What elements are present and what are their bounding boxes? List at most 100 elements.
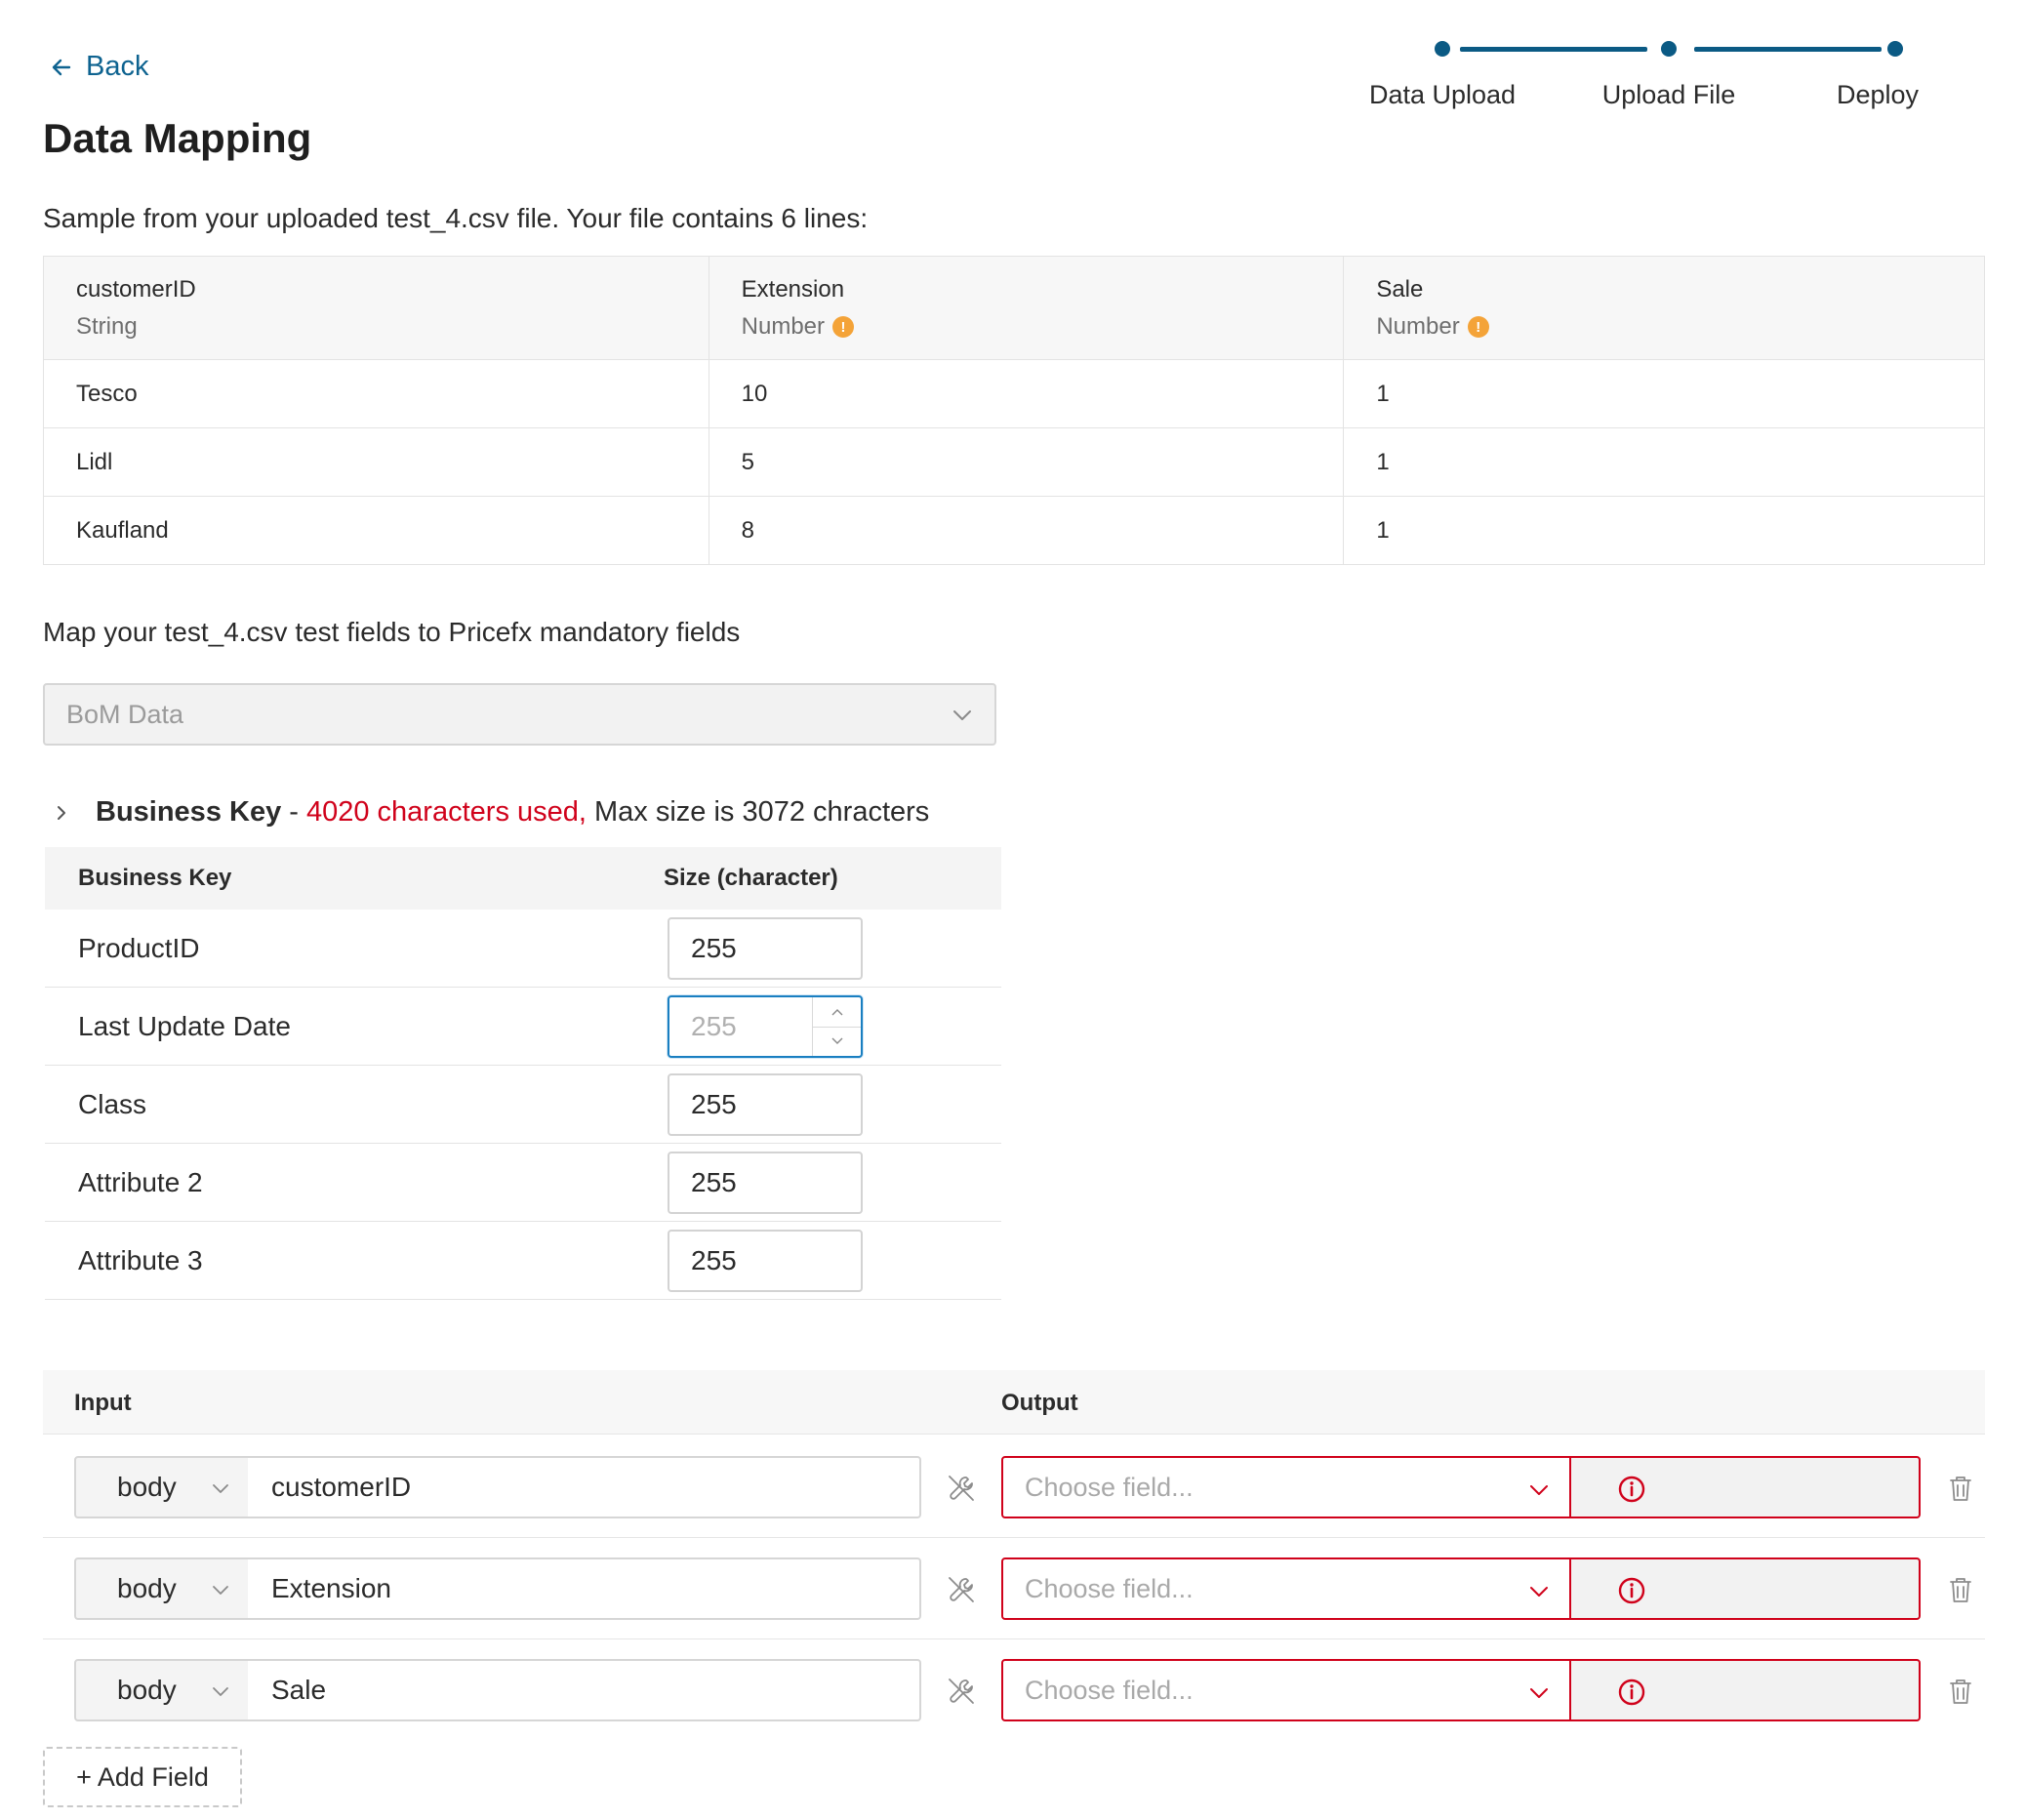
mapping-header-row: Input Output: [43, 1370, 1985, 1435]
size-value: 255: [691, 1166, 737, 1197]
size-input[interactable]: 255: [668, 1072, 863, 1136]
business-key-toggle[interactable]: Business Key - 4020 characters used, Max…: [55, 796, 929, 829]
size-input[interactable]: 255: [668, 1229, 863, 1292]
business-key-header-row: Business Key Size (character): [45, 847, 1001, 910]
column-type: Number!: [742, 313, 1312, 341]
output-placeholder: Choose field...: [1025, 1675, 1194, 1705]
table-cell: 10: [708, 359, 1345, 428]
chevron-right-icon: [58, 805, 65, 820]
step-label-upload-file: Upload File: [1601, 80, 1736, 109]
output-error-field[interactable]: [1569, 1557, 1921, 1620]
output-field-select[interactable]: Choose field...: [1001, 1557, 1571, 1620]
input-field[interactable]: Sale: [248, 1659, 921, 1721]
column-type-label: Number: [1376, 313, 1460, 340]
table-cell: 1: [1343, 427, 1985, 497]
size-input[interactable]: 255: [668, 994, 863, 1058]
step-label-deploy: Deploy: [1836, 80, 1920, 109]
table-cell: Tesco: [43, 359, 709, 428]
table-row: Last Update Date 255: [45, 988, 1001, 1066]
chevron-up-icon: [831, 1008, 842, 1015]
size-input[interactable]: 255: [668, 916, 863, 980]
back-label: Back: [86, 51, 149, 82]
input-field-value: Sale: [271, 1675, 327, 1705]
output-placeholder: Choose field...: [1025, 1573, 1194, 1603]
error-info-icon: [1618, 1678, 1645, 1706]
input-field-value: Extension: [271, 1573, 391, 1603]
business-key-max: Max size is 3072 chracters: [586, 796, 930, 828]
table-row: Kaufland 8 1: [43, 496, 1985, 565]
chevron-down-icon: [1530, 1587, 1548, 1597]
output-error-field[interactable]: [1569, 1456, 1921, 1518]
column-name: Extension: [741, 276, 845, 303]
size-value: 255: [691, 1088, 737, 1119]
business-key-error: 4020 characters used,: [305, 796, 587, 828]
size-placeholder: 255: [691, 1010, 737, 1041]
warning-icon[interactable]: !: [832, 316, 855, 338]
column-name: Sale: [1376, 276, 1424, 303]
table-cell: Kaufland: [43, 496, 709, 565]
trash-icon[interactable]: [1948, 1575, 1973, 1604]
table-row: Attribute 3 255: [45, 1222, 1001, 1300]
wrench-off-icon[interactable]: [947, 1474, 976, 1503]
mapping-description: Map your test_4.csv test fields to Price…: [43, 617, 741, 647]
mapping-row: body Sale Choose field...: [43, 1639, 1985, 1741]
size-input[interactable]: 255: [668, 1151, 863, 1214]
wrench-off-icon[interactable]: [947, 1575, 976, 1604]
step-connector: [1694, 47, 1882, 52]
source-select[interactable]: body: [74, 1557, 250, 1620]
trash-icon[interactable]: [1948, 1677, 1973, 1706]
sample-description: Sample from your uploaded test_4.csv fil…: [43, 203, 869, 233]
table-row: Class 255: [45, 1066, 1001, 1144]
column-name: customerID: [76, 276, 196, 303]
back-link[interactable]: Back: [51, 51, 148, 83]
business-key-table: Business Key Size (character) ProductID …: [45, 847, 1001, 1300]
header-size: Size (character): [664, 865, 838, 891]
step-dot-deploy: [1887, 41, 1903, 57]
table-cell: 1: [1343, 359, 1985, 428]
mapping-row: body customerID Choose field...: [43, 1436, 1985, 1538]
output-field-select[interactable]: Choose field...: [1001, 1659, 1571, 1721]
output-error-field[interactable]: [1569, 1659, 1921, 1721]
table-cell: 8: [708, 496, 1345, 565]
size-value: 255: [691, 1244, 737, 1275]
step-dot-upload-file: [1661, 41, 1677, 57]
business-key-name: Last Update Date: [78, 1010, 291, 1041]
entity-type-value: BoM Data: [66, 699, 184, 729]
table-cell: 1: [1343, 496, 1985, 565]
header-output: Output: [1001, 1390, 1078, 1416]
wrench-off-icon[interactable]: [947, 1677, 976, 1706]
column-type-label: Number: [741, 313, 826, 340]
chevron-down-icon: [213, 1687, 228, 1696]
column-type: Number!: [1376, 313, 1952, 341]
number-stepper: [812, 996, 861, 1056]
business-key-separator: -: [281, 796, 306, 828]
warning-icon[interactable]: !: [1467, 316, 1489, 338]
step-connector: [1460, 47, 1647, 52]
input-field[interactable]: customerID: [248, 1456, 921, 1518]
table-row: ProductID 255: [45, 910, 1001, 988]
column-header-sale: Sale Number!: [1343, 256, 1985, 360]
column-header-extension: Extension Number!: [708, 256, 1345, 360]
source-select[interactable]: body: [74, 1659, 250, 1721]
table-row: Tesco 10 1: [43, 359, 1985, 428]
business-key-name: ProductID: [78, 932, 200, 963]
add-field-button[interactable]: + Add Field: [43, 1747, 242, 1807]
step-label-data-upload: Data Upload: [1368, 80, 1517, 109]
source-value: body: [117, 1573, 177, 1603]
chevron-down-icon: [1530, 1485, 1548, 1495]
input-field[interactable]: Extension: [248, 1557, 921, 1620]
source-select[interactable]: body: [74, 1456, 250, 1518]
column-type-label: String: [76, 313, 138, 340]
size-value: 255: [691, 932, 737, 963]
decrement-button[interactable]: [813, 1026, 861, 1056]
table-cell: 5: [708, 427, 1345, 497]
sample-header-row: customerID String Extension Number! Sale…: [43, 256, 1985, 360]
step-dot-data-upload: [1435, 41, 1450, 57]
header-business-key: Business Key: [78, 865, 232, 891]
increment-button[interactable]: [813, 997, 861, 1027]
output-field-select[interactable]: Choose field...: [1001, 1456, 1571, 1518]
header-input: Input: [74, 1390, 132, 1416]
error-info-icon: [1618, 1577, 1645, 1604]
trash-icon[interactable]: [1948, 1474, 1973, 1503]
chevron-down-icon: [1530, 1688, 1548, 1698]
